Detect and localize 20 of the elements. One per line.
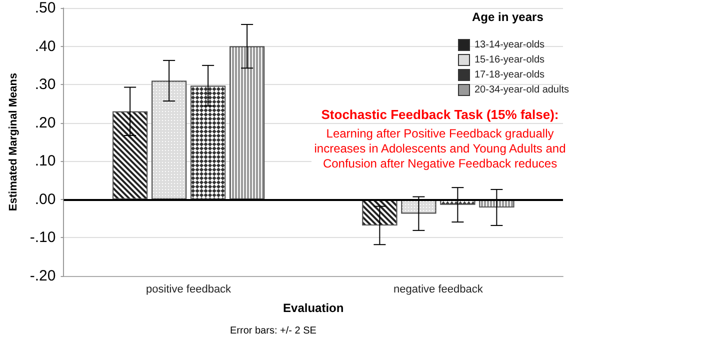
- legend-title: Age in years: [472, 10, 544, 24]
- y-tick-label: .50: [34, 0, 56, 16]
- x-axis-title: Evaluation: [283, 301, 344, 315]
- text: Error bars: +/- 2 SE: [230, 326, 317, 336]
- x-tick-label: negative feedback: [394, 284, 484, 296]
- y-tick-label: .30: [34, 76, 56, 94]
- legend-label: 17-18-year-olds: [474, 70, 545, 80]
- y-tick-label: -.20: [30, 268, 56, 284]
- legend-label: 15-16-year-olds: [474, 54, 545, 66]
- y-tick-label: .20: [34, 114, 56, 132]
- legend-label: 20-34-year-old adults: [474, 84, 569, 96]
- y-tick-label: .00: [34, 190, 56, 208]
- annotation: Stochastic Feedback Task (15% false):: [321, 107, 559, 122]
- y-tick-label: -.10: [30, 229, 56, 246]
- x-tick-label: positive feedback: [146, 284, 232, 296]
- legend-label: 13-14-year-olds: [474, 40, 545, 50]
- y-tick-label: .10: [34, 152, 56, 170]
- y-tick-label: .40: [34, 38, 56, 55]
- annotation: Learning after Positive Feedback gradually increases in Adolescents and Young Adults and Confusion after Negative Feedback reduces: [314, 126, 566, 170]
- y-axis-title: Estimated Marginal Means: [8, 72, 20, 212]
